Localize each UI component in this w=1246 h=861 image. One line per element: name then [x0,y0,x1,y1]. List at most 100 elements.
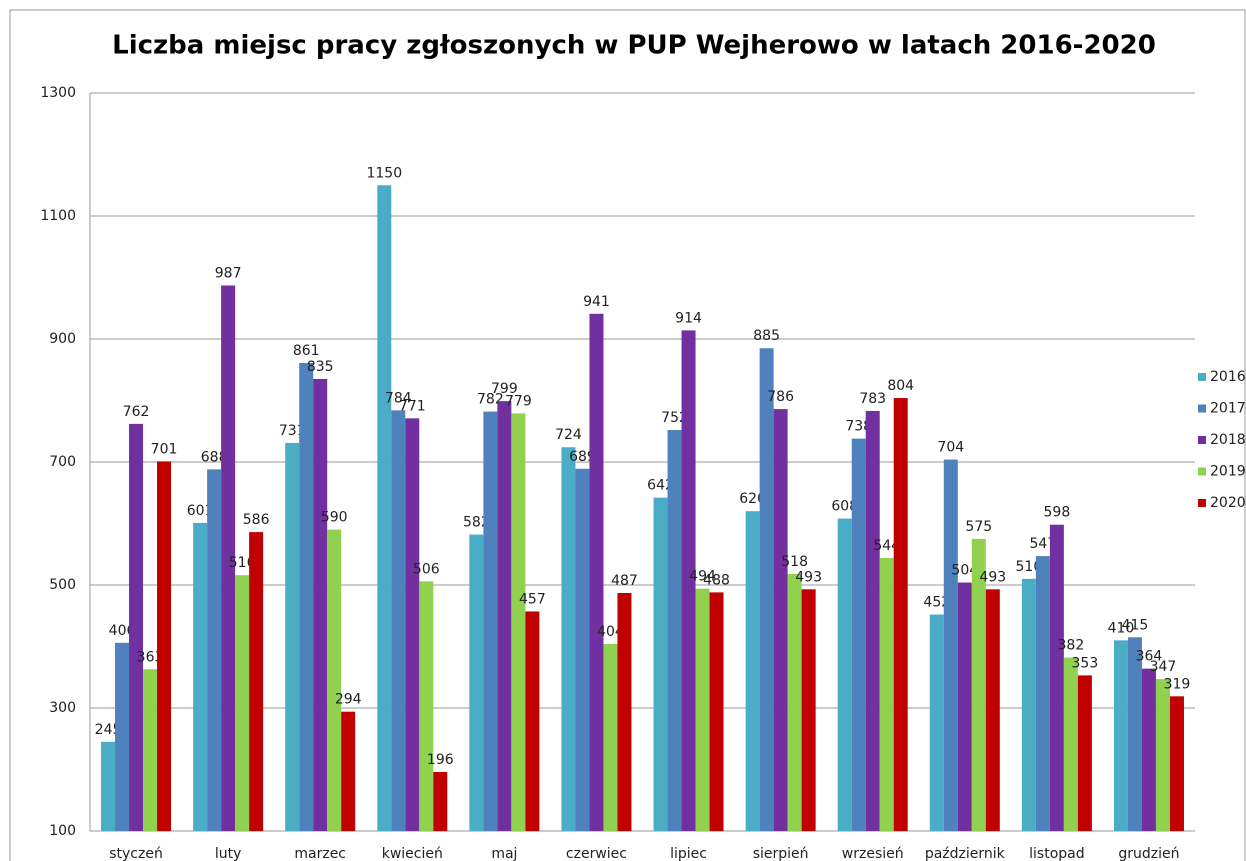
bar [681,330,696,831]
data-label: 510 [1016,559,1043,575]
bar [483,411,498,831]
data-label: 404 [597,624,624,640]
bar [1113,640,1128,831]
data-label: 688 [201,449,228,465]
data-label: 518 [781,554,808,570]
y-tick-label: 1100 [40,208,76,224]
data-label: 493 [979,569,1006,585]
chart-title: Liczba miejsc pracy zgłoszonych w PUP We… [112,31,1156,61]
bar [745,511,760,831]
data-label: 861 [293,343,320,359]
y-tick-label: 500 [49,577,76,593]
bar [299,362,314,831]
data-label: 364 [1136,649,1163,665]
data-label: 544 [873,538,900,554]
legend-label: 2017 [1210,401,1246,417]
bar [653,497,668,831]
bar [759,348,774,831]
bar [709,592,724,831]
bar [589,313,604,831]
data-label: 575 [965,519,992,535]
y-tick-label: 100 [49,823,76,839]
data-label: 494 [689,569,716,585]
bar [313,378,328,831]
x-tick-label: kwiecień [382,846,443,861]
legend-label: 2016 [1210,369,1246,385]
data-label: 586 [243,512,270,528]
bar [801,589,816,831]
y-tick-label: 300 [49,700,76,716]
bar [433,771,448,831]
x-tick-label: wrzesień [842,846,904,861]
data-label: 1150 [366,165,402,181]
y-tick-label: 1300 [40,85,76,101]
bar [879,557,894,831]
bar [1035,556,1050,831]
x-tick-label: październik [925,846,1006,861]
bar [101,741,116,831]
data-label: 620 [739,491,766,507]
bar [985,589,1000,831]
legend-swatch [1198,467,1206,476]
legend-label: 2019 [1210,464,1246,480]
data-label: 516 [229,555,256,571]
bar [129,423,144,831]
bar [391,410,406,831]
data-label: 701 [151,441,178,457]
data-label: 689 [569,449,596,465]
bar [143,669,158,831]
x-tick-label: grudzień [1118,846,1179,861]
bar [235,575,250,831]
bar [1049,524,1064,831]
data-label: 885 [753,328,780,344]
y-tick-label: 700 [49,454,76,470]
data-label: 415 [1122,617,1149,633]
data-label: 601 [187,503,214,519]
bar [157,461,172,831]
legend-swatch [1198,499,1206,507]
data-label: 294 [335,692,362,708]
x-tick-label: maj [491,846,517,861]
data-label: 590 [321,510,348,526]
bar [405,418,420,831]
data-label: 353 [1072,655,1099,671]
data-label: 582 [463,515,490,531]
data-label: 406 [109,623,136,639]
data-label: 487 [611,573,638,589]
x-tick-label: listopad [1029,846,1084,861]
bar [787,573,802,831]
data-label: 704 [937,440,964,456]
bar [603,644,618,831]
bar [1063,657,1078,831]
y-tick-label: 900 [49,331,76,347]
data-label: 762 [123,404,150,420]
bar [575,468,590,831]
bar [667,430,682,831]
bar [327,529,342,831]
bar [837,518,852,831]
bar [617,592,632,831]
bar [1077,675,1092,831]
bar [1141,668,1156,831]
data-label: 987 [215,265,242,281]
bar [971,538,986,831]
data-label: 804 [887,378,914,394]
data-label: 799 [491,381,518,397]
data-label: 771 [399,398,426,414]
legend-swatch [1198,404,1206,413]
legend-label: 2018 [1210,432,1246,448]
bar [341,711,356,831]
bar [1021,578,1036,831]
data-label: 782 [477,392,504,408]
data-label: 731 [279,423,306,439]
frame [9,9,1246,861]
bar [377,185,392,831]
data-label: 784 [385,390,412,406]
bar [419,581,434,831]
data-label: 452 [923,595,950,611]
data-label: 598 [1044,505,1071,521]
bar [773,409,788,831]
x-tick-label: luty [215,846,242,861]
